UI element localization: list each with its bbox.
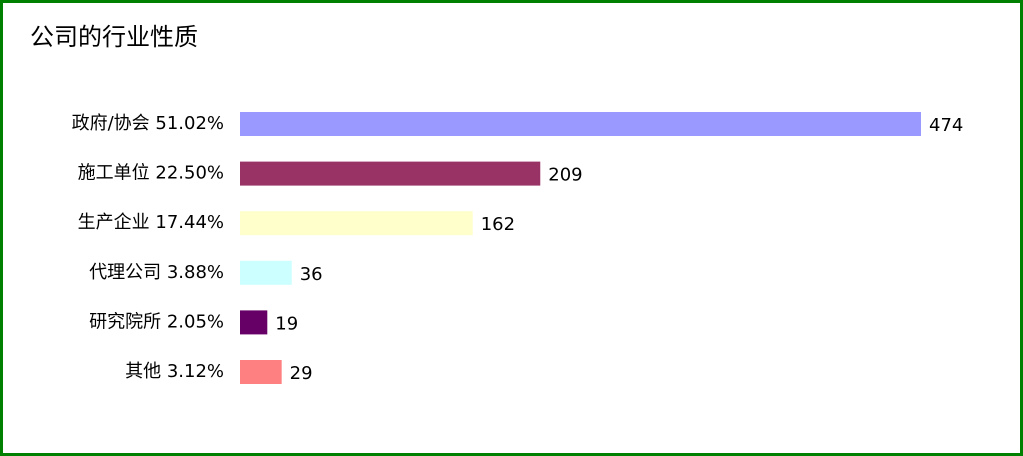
value-label: 474 (929, 115, 963, 136)
value-label: 209 (548, 165, 582, 186)
category-label: 研究院所 2.05% (89, 311, 224, 332)
category-label: 生产企业 17.44% (78, 212, 224, 233)
value-label: 19 (275, 313, 298, 334)
category-label: 政府/协会 51.02% (72, 113, 224, 134)
bar (240, 360, 282, 384)
category-label: 其他 3.12% (125, 361, 224, 382)
bar (240, 260, 292, 285)
bar (240, 161, 541, 186)
value-label: 36 (300, 264, 323, 285)
bar (240, 211, 473, 236)
bar (240, 112, 921, 136)
value-label: 162 (481, 214, 515, 235)
category-label: 代理公司 3.88% (89, 262, 224, 283)
bar (240, 310, 268, 335)
value-label: 29 (290, 363, 313, 384)
chart-title: 公司的行业性质 (30, 23, 198, 51)
category-label: 施工单位 22.50% (78, 163, 224, 184)
